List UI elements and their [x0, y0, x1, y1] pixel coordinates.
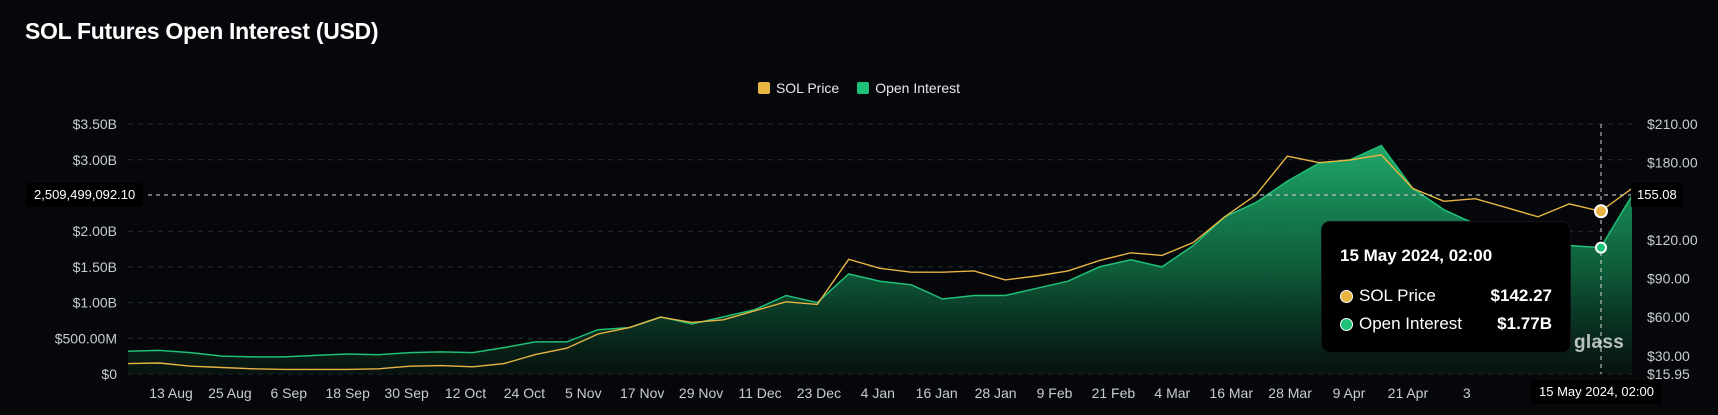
- x-tick-label: 13 Aug: [149, 385, 193, 401]
- sol-price-dot-icon: [1340, 289, 1353, 303]
- x-tick-label: 6 Sep: [271, 385, 308, 401]
- x-tick-label: 12 Oct: [445, 385, 486, 401]
- x-tick-label: 4 Jan: [861, 385, 895, 401]
- tooltip-label: SOL Price: [1359, 286, 1436, 305]
- legend-label-open-interest: Open Interest: [875, 80, 961, 96]
- x-tick-label: 9 Feb: [1037, 385, 1073, 401]
- y-right-tick-label: $180.00: [1647, 155, 1698, 171]
- legend-item-sol-price[interactable]: SOL Price: [757, 80, 840, 96]
- x-tick-label: 16 Jan: [916, 385, 958, 401]
- x-tick-label: 28 Mar: [1268, 385, 1312, 401]
- tooltip-label: Open Interest: [1359, 314, 1463, 333]
- sol-price-line: [127, 154, 1633, 371]
- x-tick-label: 30 Sep: [384, 385, 429, 401]
- y-left-tick-label: $2.00B: [73, 223, 117, 239]
- tooltip-date: 15 May 2024, 02:00: [1340, 246, 1493, 265]
- tooltip-value: $142.27: [1490, 286, 1552, 305]
- y-right-tick-label: $60.00: [1647, 309, 1690, 325]
- x-tick-label: 9 Apr: [1333, 385, 1366, 401]
- y-left-tick-label: $0: [101, 366, 117, 382]
- tooltip-value: $1.77B: [1497, 314, 1552, 333]
- y-right-tick-label: $90.00: [1647, 271, 1690, 287]
- open-interest-swatch-icon: [857, 82, 870, 94]
- x-tick-label: 11 Dec: [738, 385, 781, 401]
- x-tick-label: 18 Sep: [326, 385, 371, 401]
- legend-item-open-interest[interactable]: Open Interest: [857, 80, 960, 96]
- y-left-tick-label: $1.50B: [73, 259, 117, 275]
- x-tick-label: 16 Mar: [1209, 385, 1253, 401]
- crosshair-x-label: 15 May 2024, 02:00: [1531, 380, 1662, 404]
- x-tick-label: 29 Nov: [679, 385, 723, 401]
- x-tick-label: 24 Oct: [504, 385, 545, 401]
- chart-legend: SOL Price Open Interest: [0, 80, 1718, 96]
- y-right-tick-label: $30.00: [1647, 348, 1690, 364]
- legend-label-sol-price: SOL Price: [775, 80, 840, 96]
- x-tick-label: 3: [1463, 385, 1471, 401]
- y-left-tick-label: $1.00B: [73, 295, 117, 311]
- y-right-tick-label: $210.00: [1647, 116, 1698, 132]
- page-title: SOL Futures Open Interest (USD): [25, 18, 379, 44]
- open-interest-dot-icon: [1340, 317, 1353, 331]
- watermark-logo: glass: [1574, 332, 1625, 353]
- x-tick-label: 21 Feb: [1092, 385, 1136, 401]
- crosshair-y-left-label: 2,509,499,092.10: [26, 183, 144, 207]
- y-left-tick-label: $3.50B: [73, 116, 117, 132]
- y-left-tick-label: $3.00B: [73, 152, 117, 168]
- crosshair-y-right-label: 155.08: [1631, 183, 1683, 207]
- y-left-tick-label: $500.00M: [55, 330, 117, 346]
- x-tick-label: 23 Dec: [797, 385, 841, 401]
- y-right-tick-label: $120.00: [1647, 232, 1698, 248]
- open-interest-line: [127, 144, 1633, 358]
- sol-price-swatch-icon: [757, 82, 770, 94]
- tooltip-row-open-interest: Open Interest $1.77B: [1340, 314, 1552, 334]
- x-tick-label: 4 Mar: [1154, 385, 1190, 401]
- tooltip-row-sol-price: SOL Price $142.27: [1340, 286, 1552, 306]
- sol-price-marker: [1594, 204, 1608, 219]
- x-tick-label: 21 Apr: [1388, 385, 1429, 401]
- open-interest-marker: [1595, 241, 1607, 254]
- x-tick-label: 5 Nov: [565, 385, 602, 401]
- x-tick-label: 25 Aug: [208, 385, 252, 401]
- x-tick-label: 28 Jan: [975, 385, 1017, 401]
- y-right-tick-label: $15.95: [1647, 366, 1690, 382]
- chart-tooltip: 15 May 2024, 02:00 SOL Price $142.27 Ope…: [1322, 222, 1570, 352]
- x-tick-label: 17 Nov: [620, 385, 664, 401]
